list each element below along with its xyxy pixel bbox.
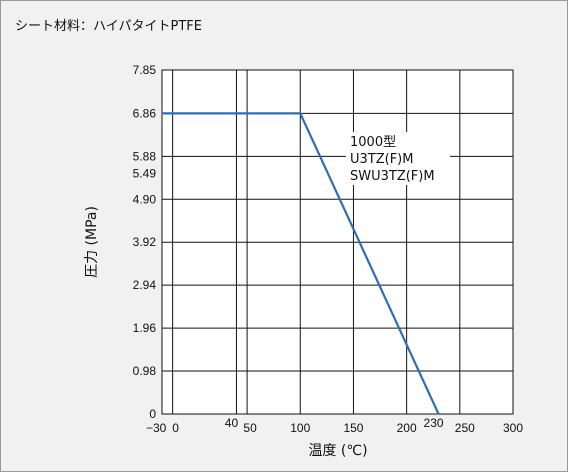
plot-border bbox=[161, 69, 514, 415]
annotation-background bbox=[346, 132, 450, 185]
y-tick-label: 0.98 bbox=[133, 364, 157, 378]
x-tick-label: 50 bbox=[243, 421, 257, 435]
series-layer bbox=[162, 112, 440, 415]
annotation: 1000型 U3TZ(F)M SWU3TZ(F)M bbox=[346, 132, 450, 185]
x-tick-label: 230 bbox=[424, 416, 444, 430]
annotation-line: U3TZ(F)M bbox=[350, 152, 413, 167]
y-axis-label: 圧力 (MPa) bbox=[84, 206, 100, 278]
x-tick-label: −30 bbox=[146, 421, 167, 435]
series-line bbox=[162, 112, 440, 415]
y-tick-label: 7.85 bbox=[133, 63, 157, 77]
x-axis-label: 温度 (℃) bbox=[308, 443, 367, 459]
y-tick-label: 2.94 bbox=[133, 278, 157, 292]
y-tick-label: 5.88 bbox=[133, 149, 157, 163]
y-tick-label: 1.96 bbox=[133, 321, 157, 335]
x-tick-label: 150 bbox=[343, 421, 363, 435]
x-axis-ticks: −30 0 40 50 100 150 200 230 250 300 bbox=[146, 416, 523, 435]
annotation-line: 1000型 bbox=[350, 135, 396, 150]
page-title: シート材料：ハイパタイトPTFE bbox=[15, 19, 202, 34]
y-tick-label: 4.90 bbox=[133, 192, 157, 206]
annotation-line: SWU3TZ(F)M bbox=[350, 169, 435, 184]
x-tick-label: 250 bbox=[455, 421, 475, 435]
x-tick-label: 200 bbox=[397, 421, 417, 435]
grid bbox=[162, 70, 513, 414]
y-tick-label: 6.86 bbox=[133, 106, 157, 120]
x-tick-label: 40 bbox=[225, 416, 239, 430]
x-tick-label: 300 bbox=[503, 421, 523, 435]
y-tick-label: 5.49 bbox=[133, 166, 157, 180]
y-tick-label: 3.92 bbox=[133, 235, 157, 249]
x-tick-label: 100 bbox=[290, 421, 310, 435]
y-axis-ticks: 0 0.98 1.96 2.94 3.92 4.90 5.49 5.88 6.86 7.85 bbox=[133, 63, 157, 421]
y-tick-label: 0 bbox=[149, 407, 156, 421]
x-tick-label: 0 bbox=[172, 421, 179, 435]
